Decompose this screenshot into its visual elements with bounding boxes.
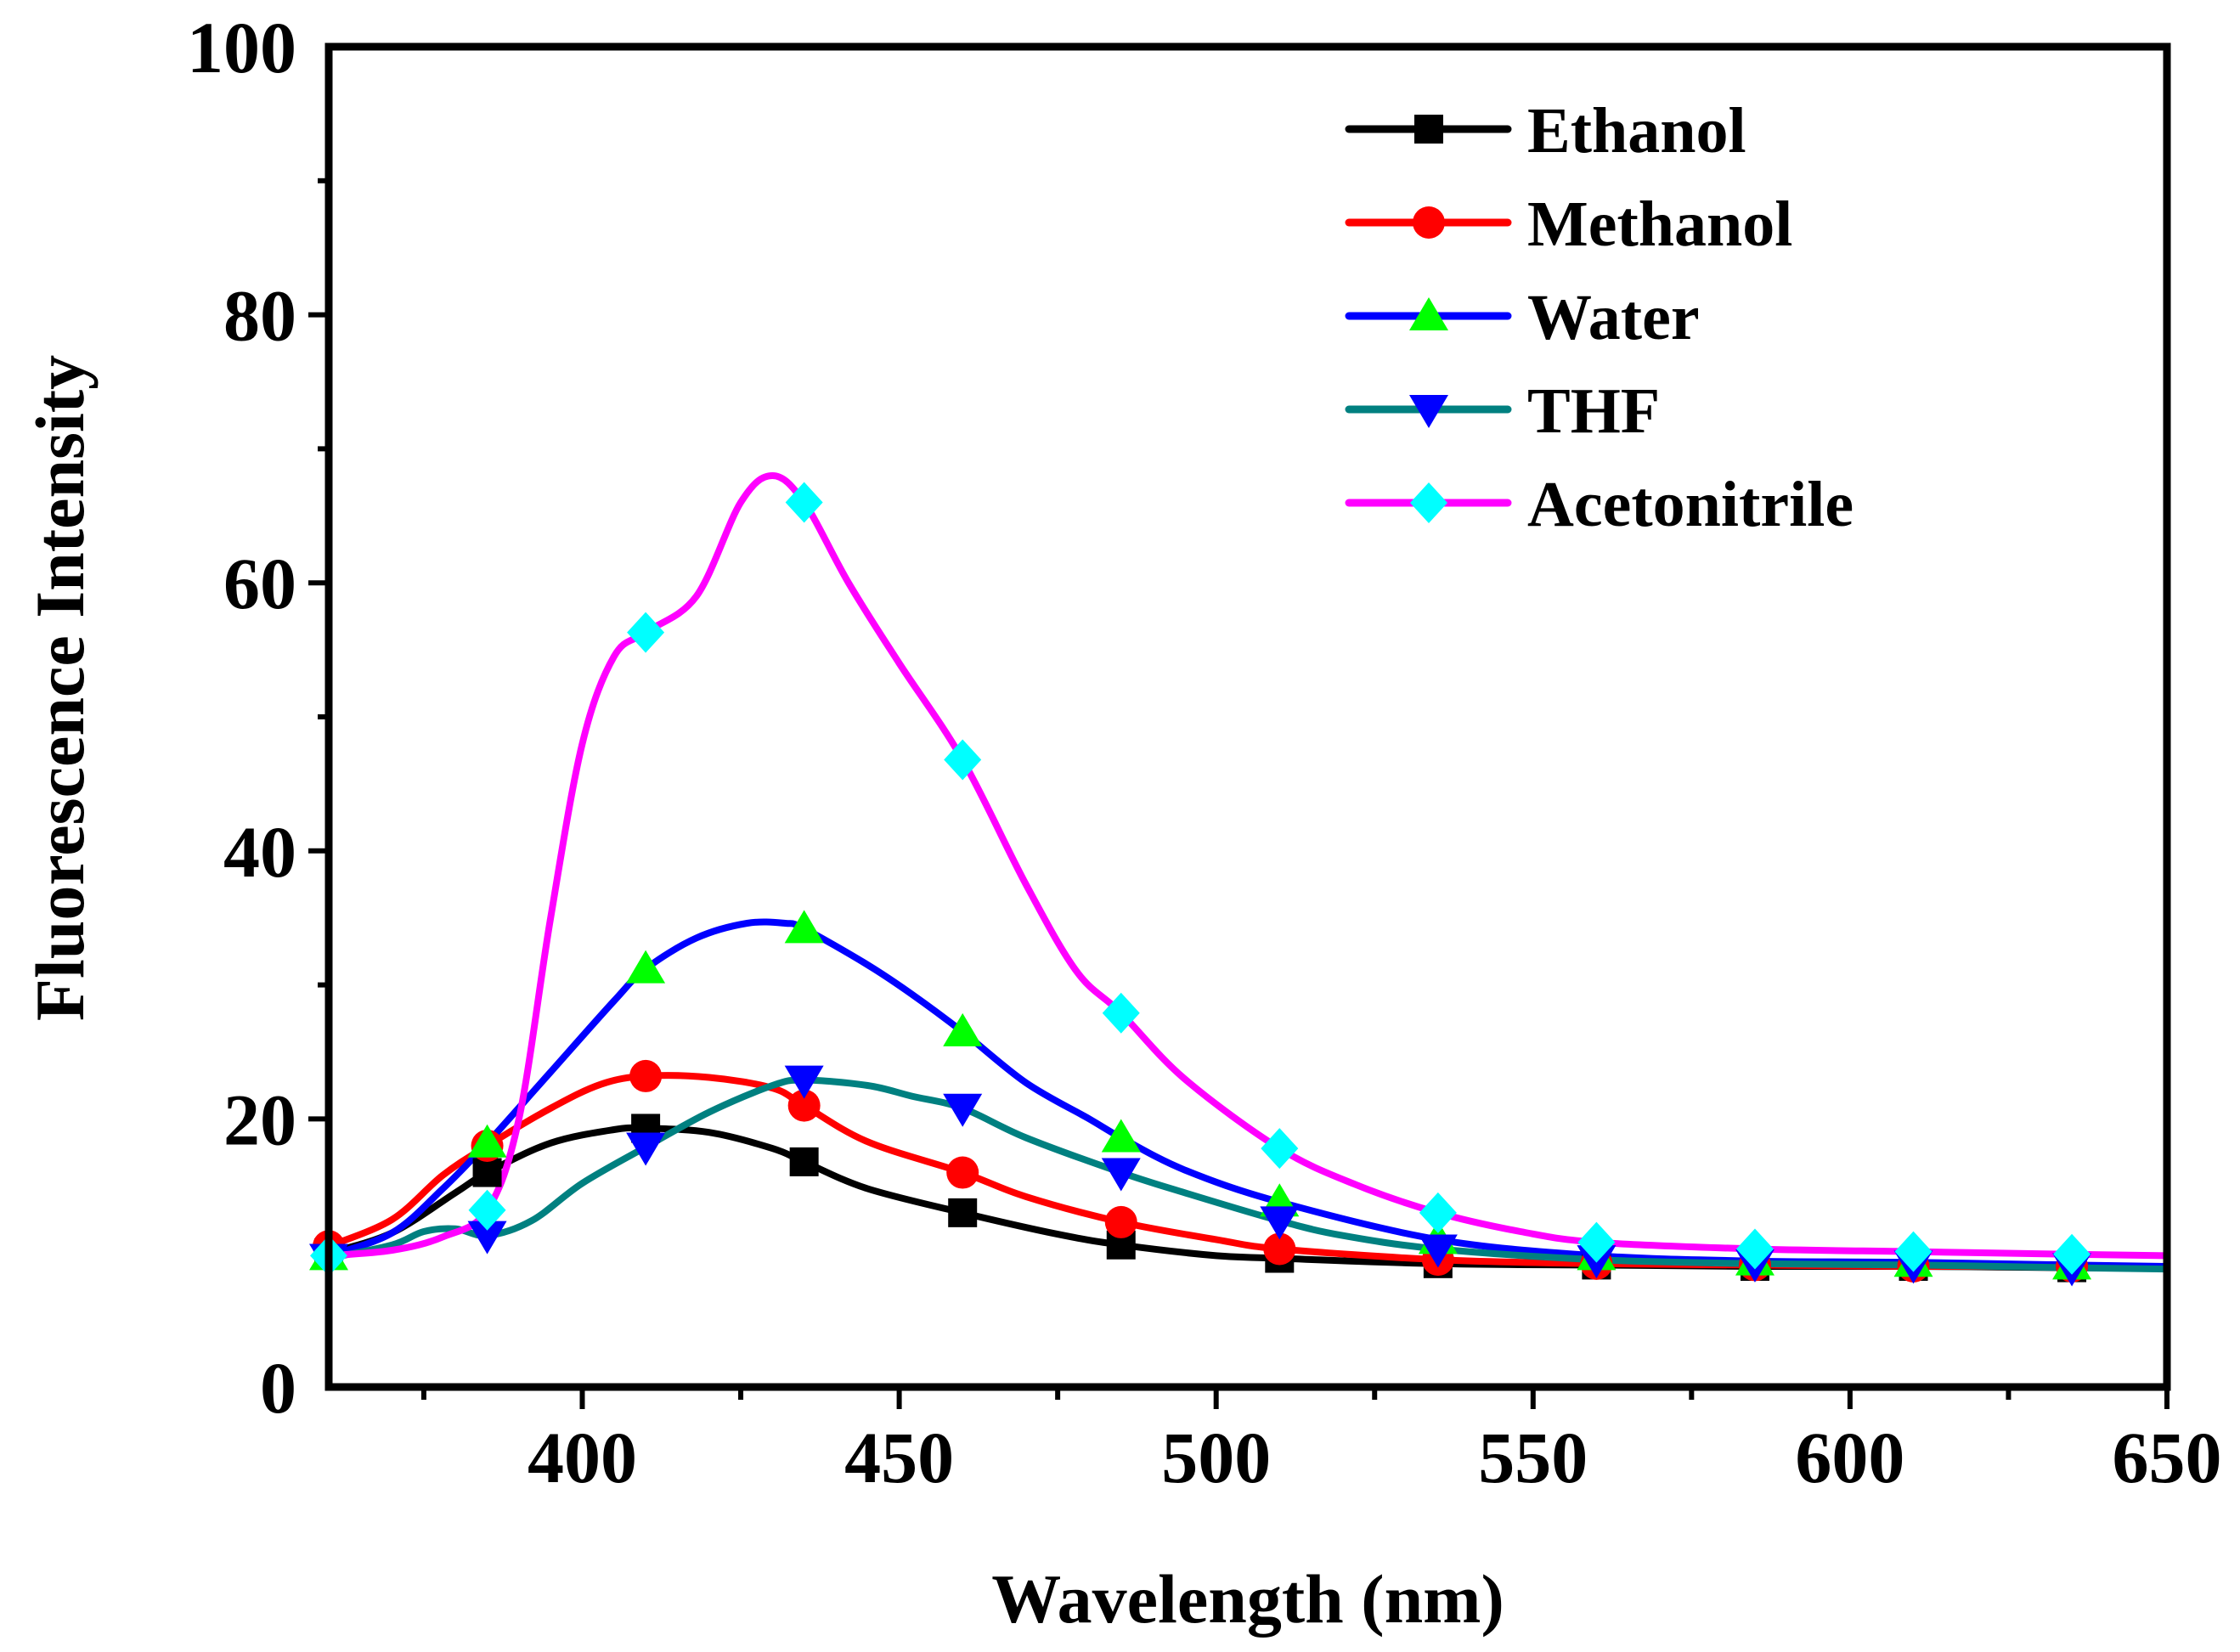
legend-swatch-marker (1409, 297, 1448, 330)
acetonitrile-point (1735, 1228, 1774, 1270)
methanol-point (1263, 1232, 1296, 1266)
ethanol-point (948, 1198, 978, 1227)
acetonitrile-point (1419, 1192, 1457, 1233)
y-tick-label: 40 (223, 811, 296, 893)
y-tick-label: 20 (223, 1079, 296, 1160)
x-tick-label: 600 (1795, 1417, 1904, 1498)
thf-point (1260, 1206, 1300, 1240)
y-tick-label: 0 (260, 1347, 296, 1429)
thf-point (626, 1132, 666, 1166)
x-tick-label: 400 (528, 1417, 637, 1498)
methanol-point (1104, 1205, 1137, 1238)
legend-item-methanol: Methanol (1345, 189, 1792, 260)
x-axis-title: Wavelength (nm) (991, 1560, 1504, 1638)
legend-item-water: Water (1345, 282, 1700, 353)
water-point (943, 1012, 983, 1046)
y-axis-title: Fluorescence Intensity (21, 355, 99, 1021)
water-point (1101, 1119, 1141, 1153)
thf-point (784, 1065, 824, 1099)
acetonitrile-point (1577, 1221, 1616, 1263)
water-point (626, 950, 666, 984)
acetonitrile-point (785, 482, 823, 523)
acetonitrile-point (1261, 1128, 1299, 1170)
acetonitrile-point (627, 612, 665, 653)
legend-swatch-marker (1414, 115, 1443, 144)
x-tick-label: 550 (1478, 1417, 1588, 1498)
legend-label: THF (1527, 375, 1660, 447)
x-tick-label: 450 (844, 1417, 954, 1498)
legend-label: Ethanol (1527, 95, 1746, 166)
thf-line (325, 1076, 2170, 1273)
legend-swatch-marker (1409, 395, 1448, 428)
legend-label: Acetonitrile (1527, 469, 1854, 540)
methanol-point (629, 1059, 663, 1092)
tick-labels: 400 450 500 550 600 650 0 20 40 60 80 100 (187, 7, 2222, 1498)
thf-point (1418, 1234, 1458, 1268)
y-tick-label: 100 (187, 7, 296, 88)
ethanol-point (789, 1147, 819, 1176)
y-tick-label: 60 (223, 543, 296, 624)
legend-item-acetonitrile: Acetonitrile (1345, 469, 1854, 540)
acetonitrile-point (1102, 992, 1140, 1034)
methanol-point (787, 1089, 821, 1122)
thf-point (943, 1093, 983, 1127)
thf-point (1101, 1158, 1141, 1192)
water-point (467, 1124, 507, 1158)
acetonitrile-point (2053, 1233, 2091, 1275)
legend-swatch-marker (1413, 206, 1445, 239)
x-tick-label: 500 (1161, 1417, 1271, 1498)
methanol-point (946, 1156, 979, 1189)
y-tick-label: 80 (223, 275, 296, 357)
acetonitrile-point (468, 1189, 506, 1231)
plot-frame (324, 42, 2171, 1391)
x-tick-label: 650 (2113, 1417, 2222, 1498)
legend-label: Methanol (1527, 189, 1792, 260)
acetonitrile-point (944, 739, 982, 781)
legend-label: Water (1527, 282, 1700, 353)
legend: Ethanol Methanol Water THF Acetonitrile (1345, 95, 1854, 540)
legend-item-ethanol: Ethanol (1345, 95, 1746, 166)
thf-point (467, 1221, 507, 1255)
ethanol-point (472, 1158, 502, 1187)
legend-swatch-marker (1410, 482, 1447, 523)
water-point (784, 910, 824, 944)
legend-item-thf: THF (1345, 375, 1660, 447)
acetonitrile-point (1894, 1231, 1932, 1272)
